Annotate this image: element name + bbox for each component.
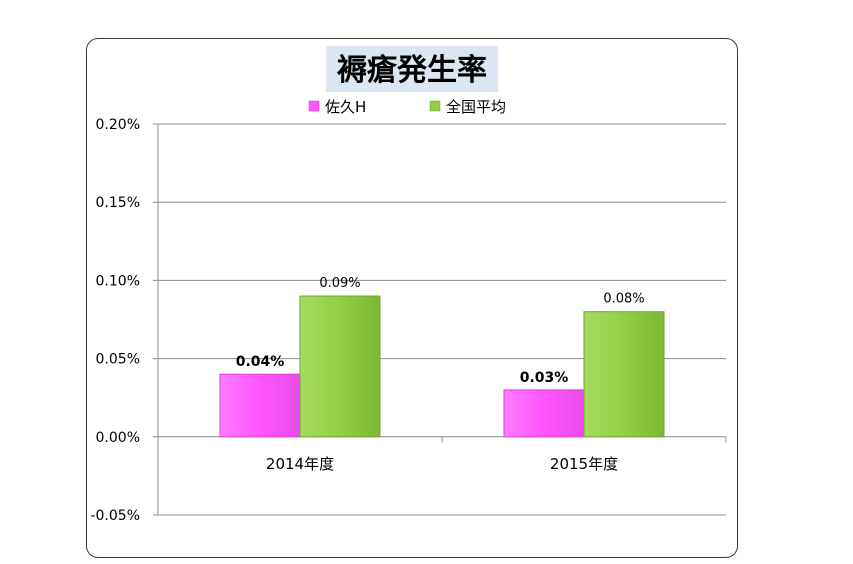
category-label: 2015年度 [550,455,618,473]
category-label: 2014年度 [266,455,334,473]
y-tick-label: -0.05% [90,508,140,524]
bars [219,295,665,438]
y-tick-label: 0.15% [96,195,140,211]
legend-label-sakuh: 佐久H [325,98,366,116]
legend-swatch-sakuh [308,100,320,112]
data-labels: 0.04% 0.09% 0.03% 0.08% [236,276,645,386]
x-axis-categories: 2014年度 2015年度 [266,455,618,473]
bar-sakuh [219,373,301,438]
y-tick-label: 0.10% [96,273,140,289]
legend-swatch-national [429,100,441,112]
chart-frame [86,38,738,558]
data-label: 0.03% [520,370,569,386]
data-label: 0.04% [236,354,285,370]
data-label: 0.09% [319,276,360,291]
bar-sakuh [503,389,585,438]
bar-national [583,311,665,438]
y-tick-label: 0.05% [96,352,140,368]
data-label: 0.08% [603,292,644,307]
bar-national [299,295,381,438]
chart-title: 褥瘡発生率 [336,53,487,88]
y-tick-label: 0.20% [96,117,140,133]
y-tick-label: 0.00% [96,430,140,446]
legend-label-national: 全国平均 [446,98,506,116]
y-axis-ticks: -0.05% 0.00% 0.05% 0.10% 0.15% 0.20% [90,117,140,524]
title-box [326,46,498,92]
